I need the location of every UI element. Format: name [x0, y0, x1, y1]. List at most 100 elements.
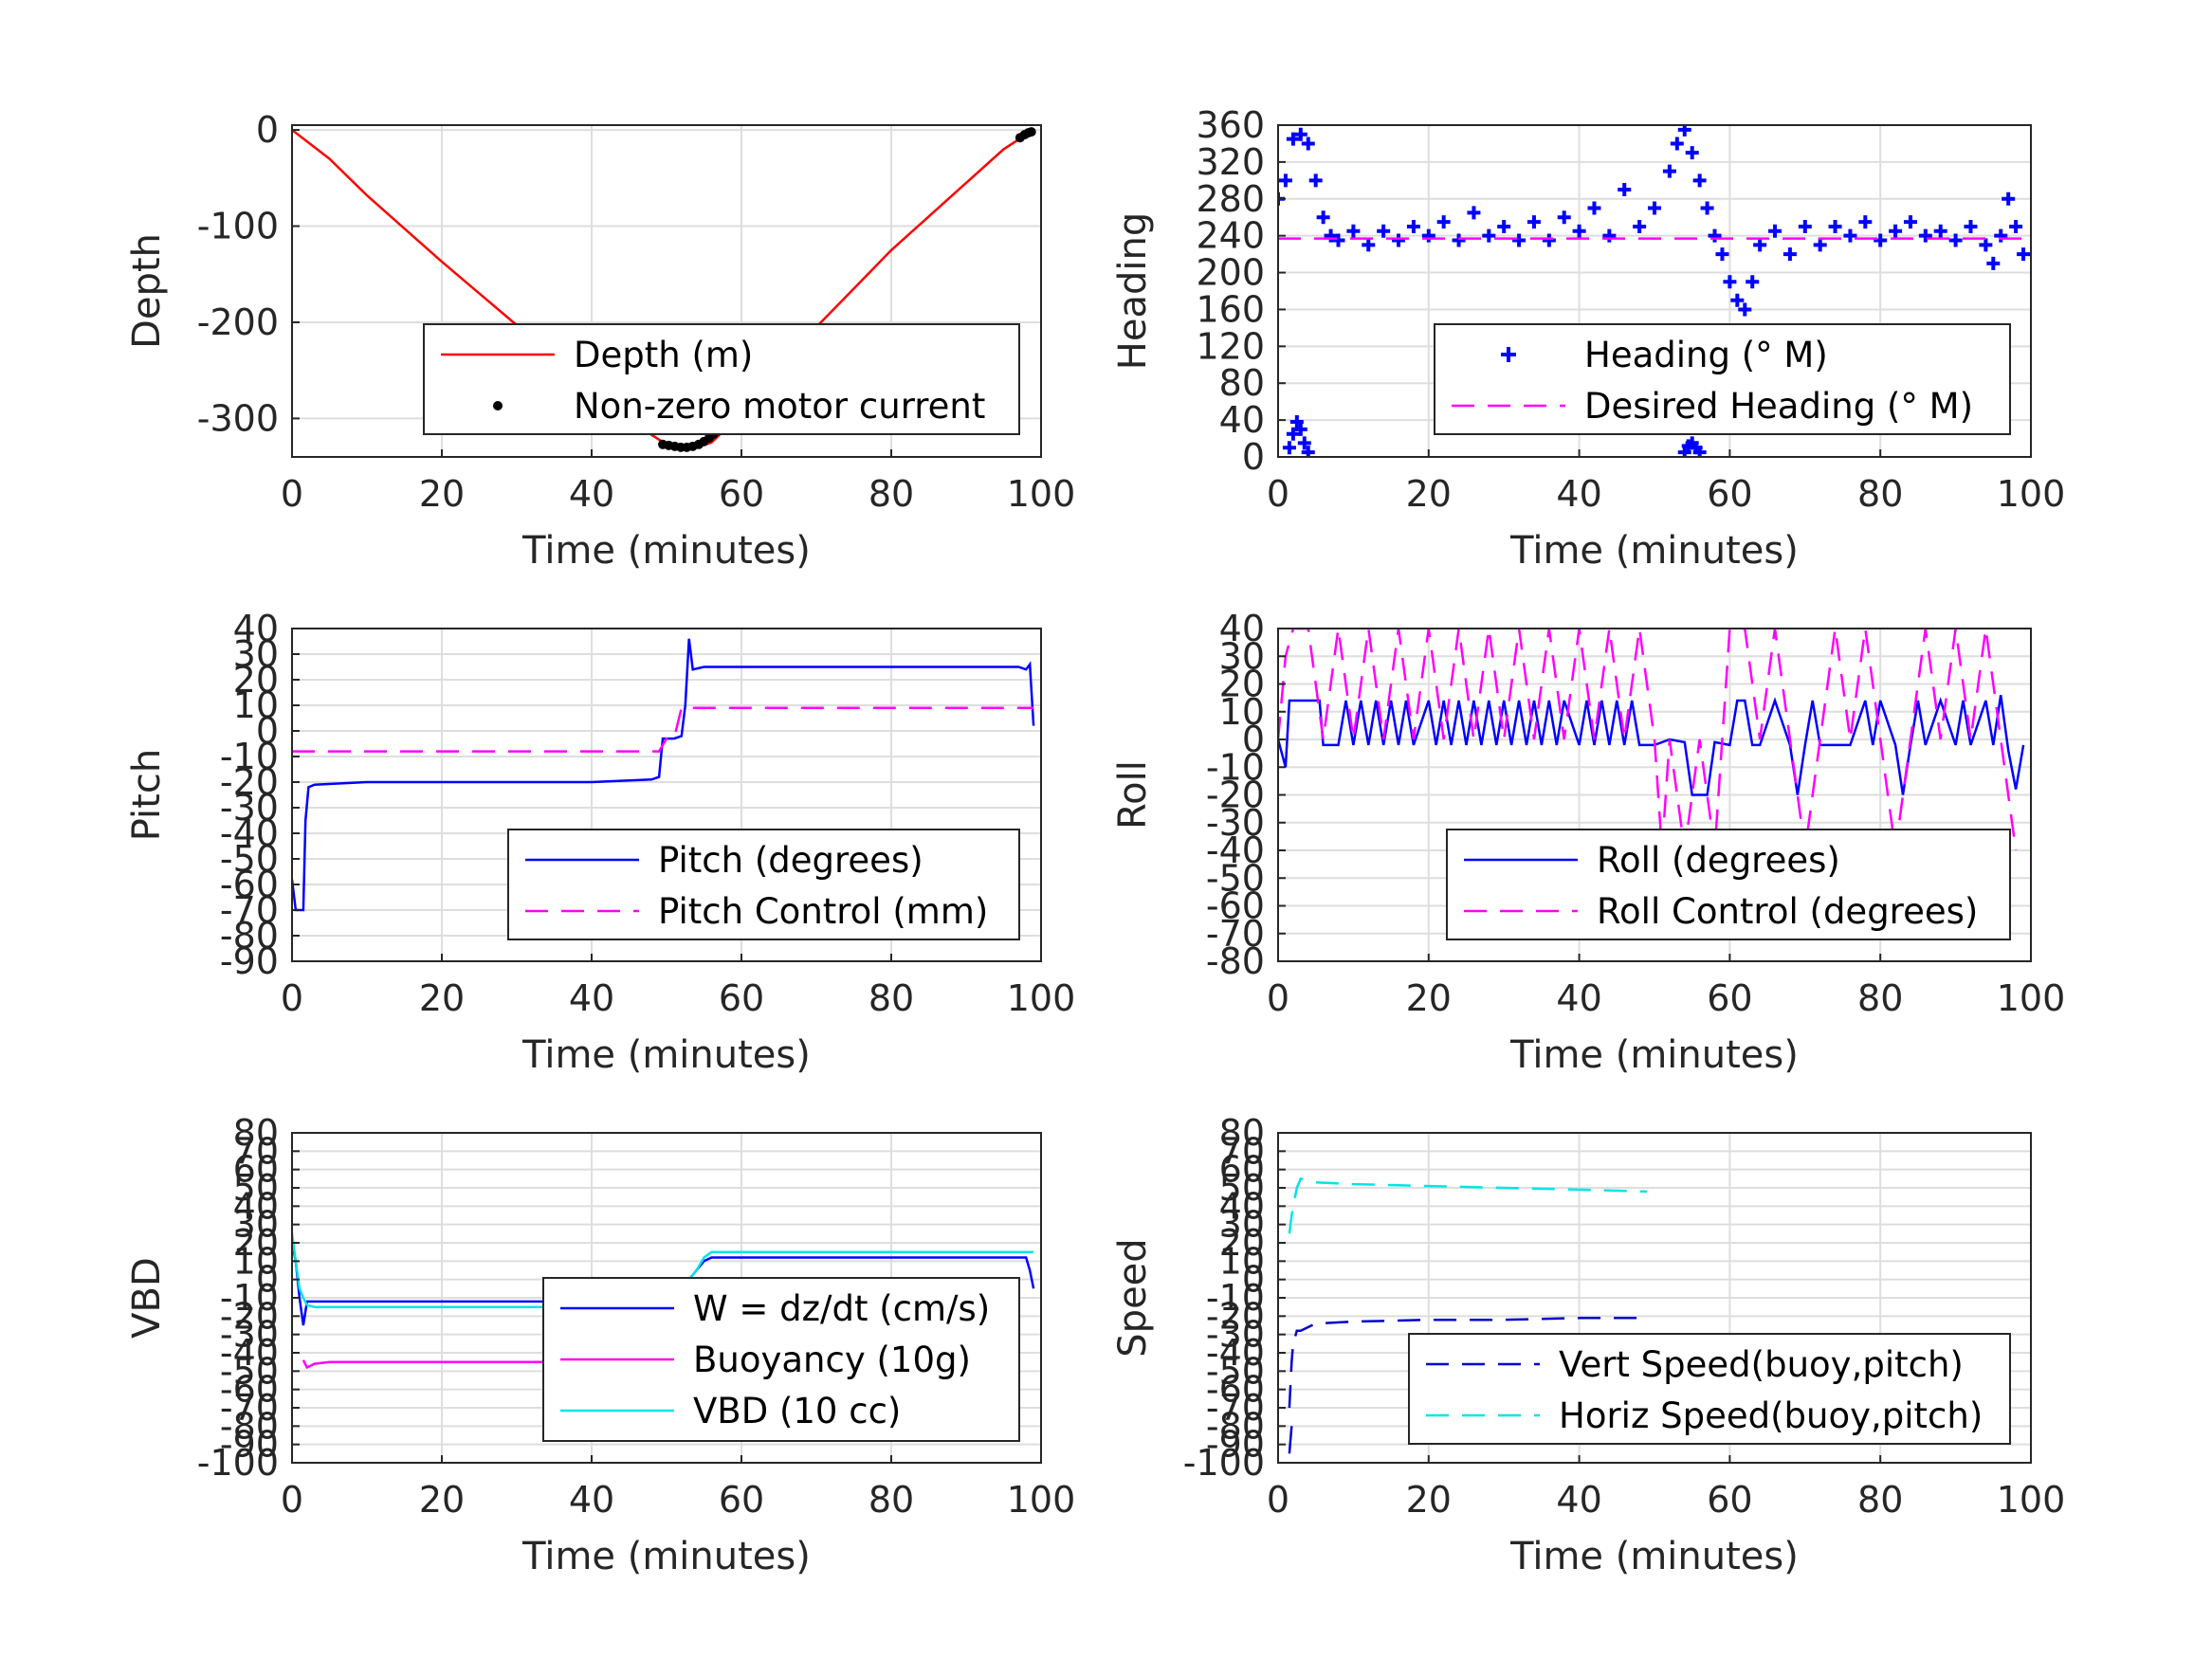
- speed-legend-label: Horiz Speed(buoy,pitch): [1559, 1395, 1983, 1436]
- vbd-ytick-label: 60: [233, 1149, 279, 1191]
- roll-ytick-label: 0: [1242, 719, 1265, 760]
- pitch-xtick-label: 60: [719, 977, 764, 1019]
- pitch-ytick-label: 10: [233, 684, 279, 726]
- pitch-ytick-label: 20: [233, 659, 279, 701]
- heading-series-0-point: [1948, 233, 1963, 247]
- depth-axes-frame: [291, 124, 1042, 458]
- vbd-ytick-label: -40: [220, 1332, 279, 1374]
- speed-xtick-label: 20: [1406, 1479, 1452, 1521]
- pitch-series-group: [292, 638, 1035, 912]
- speed-ytick-label: 80: [1219, 1112, 1265, 1154]
- heading-series-0-point: [1331, 233, 1345, 247]
- vbd-legend: W = dz/dt (cm/s) Buoyancy (10g) VBD (10 cc…: [542, 1277, 1020, 1442]
- roll-ytick-label: -30: [1206, 802, 1265, 844]
- heading-series-0-point: [1648, 201, 1661, 215]
- pitch-ytick-label: 30: [233, 633, 279, 675]
- speed-ytick-label: -10: [1206, 1277, 1265, 1319]
- heading-series-0-point: [1316, 210, 1330, 225]
- speed-ytick-label: -40: [1206, 1332, 1265, 1374]
- speed-xlabel: Time (minutes): [1509, 1535, 1799, 1578]
- roll-series-1-line: [1278, 629, 2018, 851]
- vbd-ytick-label: 40: [233, 1185, 279, 1227]
- heading-ylabel: Heading: [1111, 212, 1155, 370]
- depth-ytick-label: -100: [197, 206, 279, 247]
- heading-series-0-point: [1482, 228, 1496, 243]
- heading-series-0-point: [1670, 137, 1684, 151]
- depth-xtick-label: 80: [868, 473, 914, 515]
- roll-ytick-label: -50: [1206, 857, 1265, 899]
- heading-series-0-point: [1467, 206, 1481, 220]
- heading-ytick-label: 360: [1196, 104, 1265, 146]
- heading-series-group: [1278, 125, 2031, 457]
- heading-series-0-point: [1730, 293, 1745, 307]
- pitch-xtick-label: 80: [868, 977, 914, 1019]
- heading-legend-swatch: [1501, 347, 1516, 362]
- heading-series-0-point: [1986, 256, 2001, 270]
- roll-ytick-label: -40: [1206, 830, 1265, 871]
- speed-ytick-label: -50: [1206, 1350, 1265, 1392]
- depth-legend: Depth (m) Non-zero motor current: [423, 323, 1020, 435]
- heading-series-0-point: [1798, 219, 1812, 233]
- roll-ytick-label: 10: [1219, 691, 1265, 733]
- heading-ytick-label: 0: [1242, 436, 1265, 478]
- vbd-xtick-label: 0: [281, 1479, 303, 1521]
- speed-xtick-label: 40: [1556, 1479, 1601, 1521]
- heading-ytick-label: 240: [1196, 215, 1265, 257]
- vbd-legend-label: VBD (10 cc): [693, 1391, 901, 1431]
- heading-series-0-point: [1979, 238, 1993, 252]
- vbd-ytick-label: -70: [220, 1387, 279, 1429]
- heading-ytick-label: 200: [1196, 252, 1265, 294]
- speed-legend: Vert Speed(buoy,pitch) Horiz Speed(buoy,p…: [1408, 1333, 2011, 1445]
- depth-ytick-label: 0: [256, 109, 279, 151]
- vbd-ytick-label: -90: [220, 1424, 279, 1466]
- heading-series-1-point: [1286, 427, 1300, 441]
- heading-legend-label: Desired Heading (° M): [1584, 386, 1973, 427]
- heading-series-1-point: [1297, 436, 1311, 450]
- speed-legend-label: Vert Speed(buoy,pitch): [1559, 1344, 1964, 1385]
- heading-series-0-point: [2017, 247, 2031, 262]
- heading-series-0-point: [1715, 247, 1729, 262]
- pitch-series-0-line: [292, 638, 1035, 912]
- roll-ylabel: Roll: [1111, 760, 1155, 830]
- roll-xtick-label: 20: [1406, 977, 1452, 1019]
- heading-series-0-point: [1723, 275, 1737, 289]
- speed-ytick-label: 60: [1219, 1149, 1265, 1191]
- heading-series-0-point: [1602, 228, 1617, 243]
- depth-xtick-label: 60: [719, 473, 764, 515]
- vbd-xtick-label: 20: [419, 1479, 465, 1521]
- vbd-xtick-label: 60: [719, 1479, 764, 1521]
- vbd-ytick-label: 30: [233, 1204, 279, 1246]
- heading-legend-box: [1434, 323, 2011, 435]
- roll-legend-box: [1446, 829, 2011, 940]
- heading-series-0-point: [1362, 238, 1376, 252]
- speed-ytick-label: 30: [1219, 1204, 1265, 1246]
- vbd-ytick-label: -20: [220, 1295, 279, 1337]
- pitch-series-1-line: [292, 706, 1034, 753]
- heading-series-0-point: [1903, 215, 1917, 229]
- heading-series-0-point: [1828, 219, 1842, 233]
- vbd-ytick-label: -10: [220, 1277, 279, 1319]
- pitch-ytick-label: 40: [233, 608, 279, 649]
- heading-series-0-point: [1587, 201, 1601, 215]
- vbd-ytick-label: 20: [233, 1222, 279, 1264]
- panel-roll: 0 20 40 60 80 100403020100-10-20-30-40-50-60-…: [1111, 608, 2065, 1077]
- pitch-axes-frame: [291, 628, 1042, 962]
- speed-ytick-label: -30: [1206, 1314, 1265, 1356]
- heading-series-1-point: [1282, 441, 1296, 455]
- roll-series-group: [1278, 629, 2025, 851]
- depth-legend-box: [423, 323, 1020, 435]
- speed-xtick-label: 60: [1707, 1479, 1752, 1521]
- depth-xtick-label: 100: [1007, 473, 1076, 515]
- speed-ytick-label: 20: [1219, 1222, 1265, 1264]
- vbd-ytick-label: -60: [220, 1369, 279, 1411]
- depth-xlabel: Time (minutes): [521, 529, 811, 573]
- vbd-ytick-label: 70: [233, 1130, 279, 1172]
- speed-ytick-label: -60: [1206, 1369, 1265, 1411]
- roll-series-0-line: [1278, 695, 2025, 796]
- heading-series-0-point: [1994, 228, 2008, 243]
- heading-series-0-point: [1406, 219, 1420, 233]
- pitch-ytick-label: -10: [220, 736, 279, 777]
- heading-series-0-point: [1662, 164, 1676, 178]
- vbd-ytick-label: -100: [197, 1442, 279, 1484]
- heading-xtick-label: 80: [1857, 473, 1903, 515]
